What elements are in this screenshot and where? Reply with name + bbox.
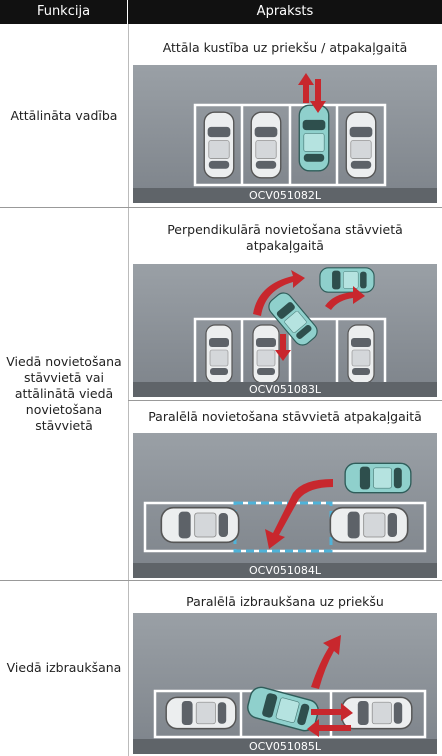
image-code: OCV051082L (249, 189, 322, 202)
caption: Paralēlā izbraukšana uz priekšu (186, 594, 384, 609)
image-code: OCV051084L (249, 564, 322, 577)
function-label: Attālināta vadība (10, 107, 118, 123)
function-label: Viedā novietošana stāvvietā vai attālinā… (6, 353, 122, 433)
caption: Attāla kustība uz priekšu / atpakaļgaitā (162, 40, 408, 55)
header-cell: Apraksts (128, 0, 442, 24)
caption: Paralēlā novietošana stāvvietā atpakaļga… (148, 409, 422, 424)
function-label: Viedā izbraukšana (6, 660, 122, 675)
image-code: OCV051085L (249, 740, 322, 753)
item-divider (128, 400, 442, 401)
illustration: OCV051084L (133, 433, 437, 578)
illustration: OCV051085L (133, 613, 437, 754)
row-divider (0, 580, 442, 581)
header-cell: Funkcija (0, 0, 127, 24)
image-code: OCV051083L (249, 383, 322, 396)
caption: Perpendikulārā novietošana stāvvietā atp… (167, 222, 403, 253)
column-divider (128, 24, 129, 756)
row-divider (0, 207, 442, 208)
illustration: OCV051083L (133, 264, 437, 397)
illustration: OCV051082L (133, 65, 437, 203)
